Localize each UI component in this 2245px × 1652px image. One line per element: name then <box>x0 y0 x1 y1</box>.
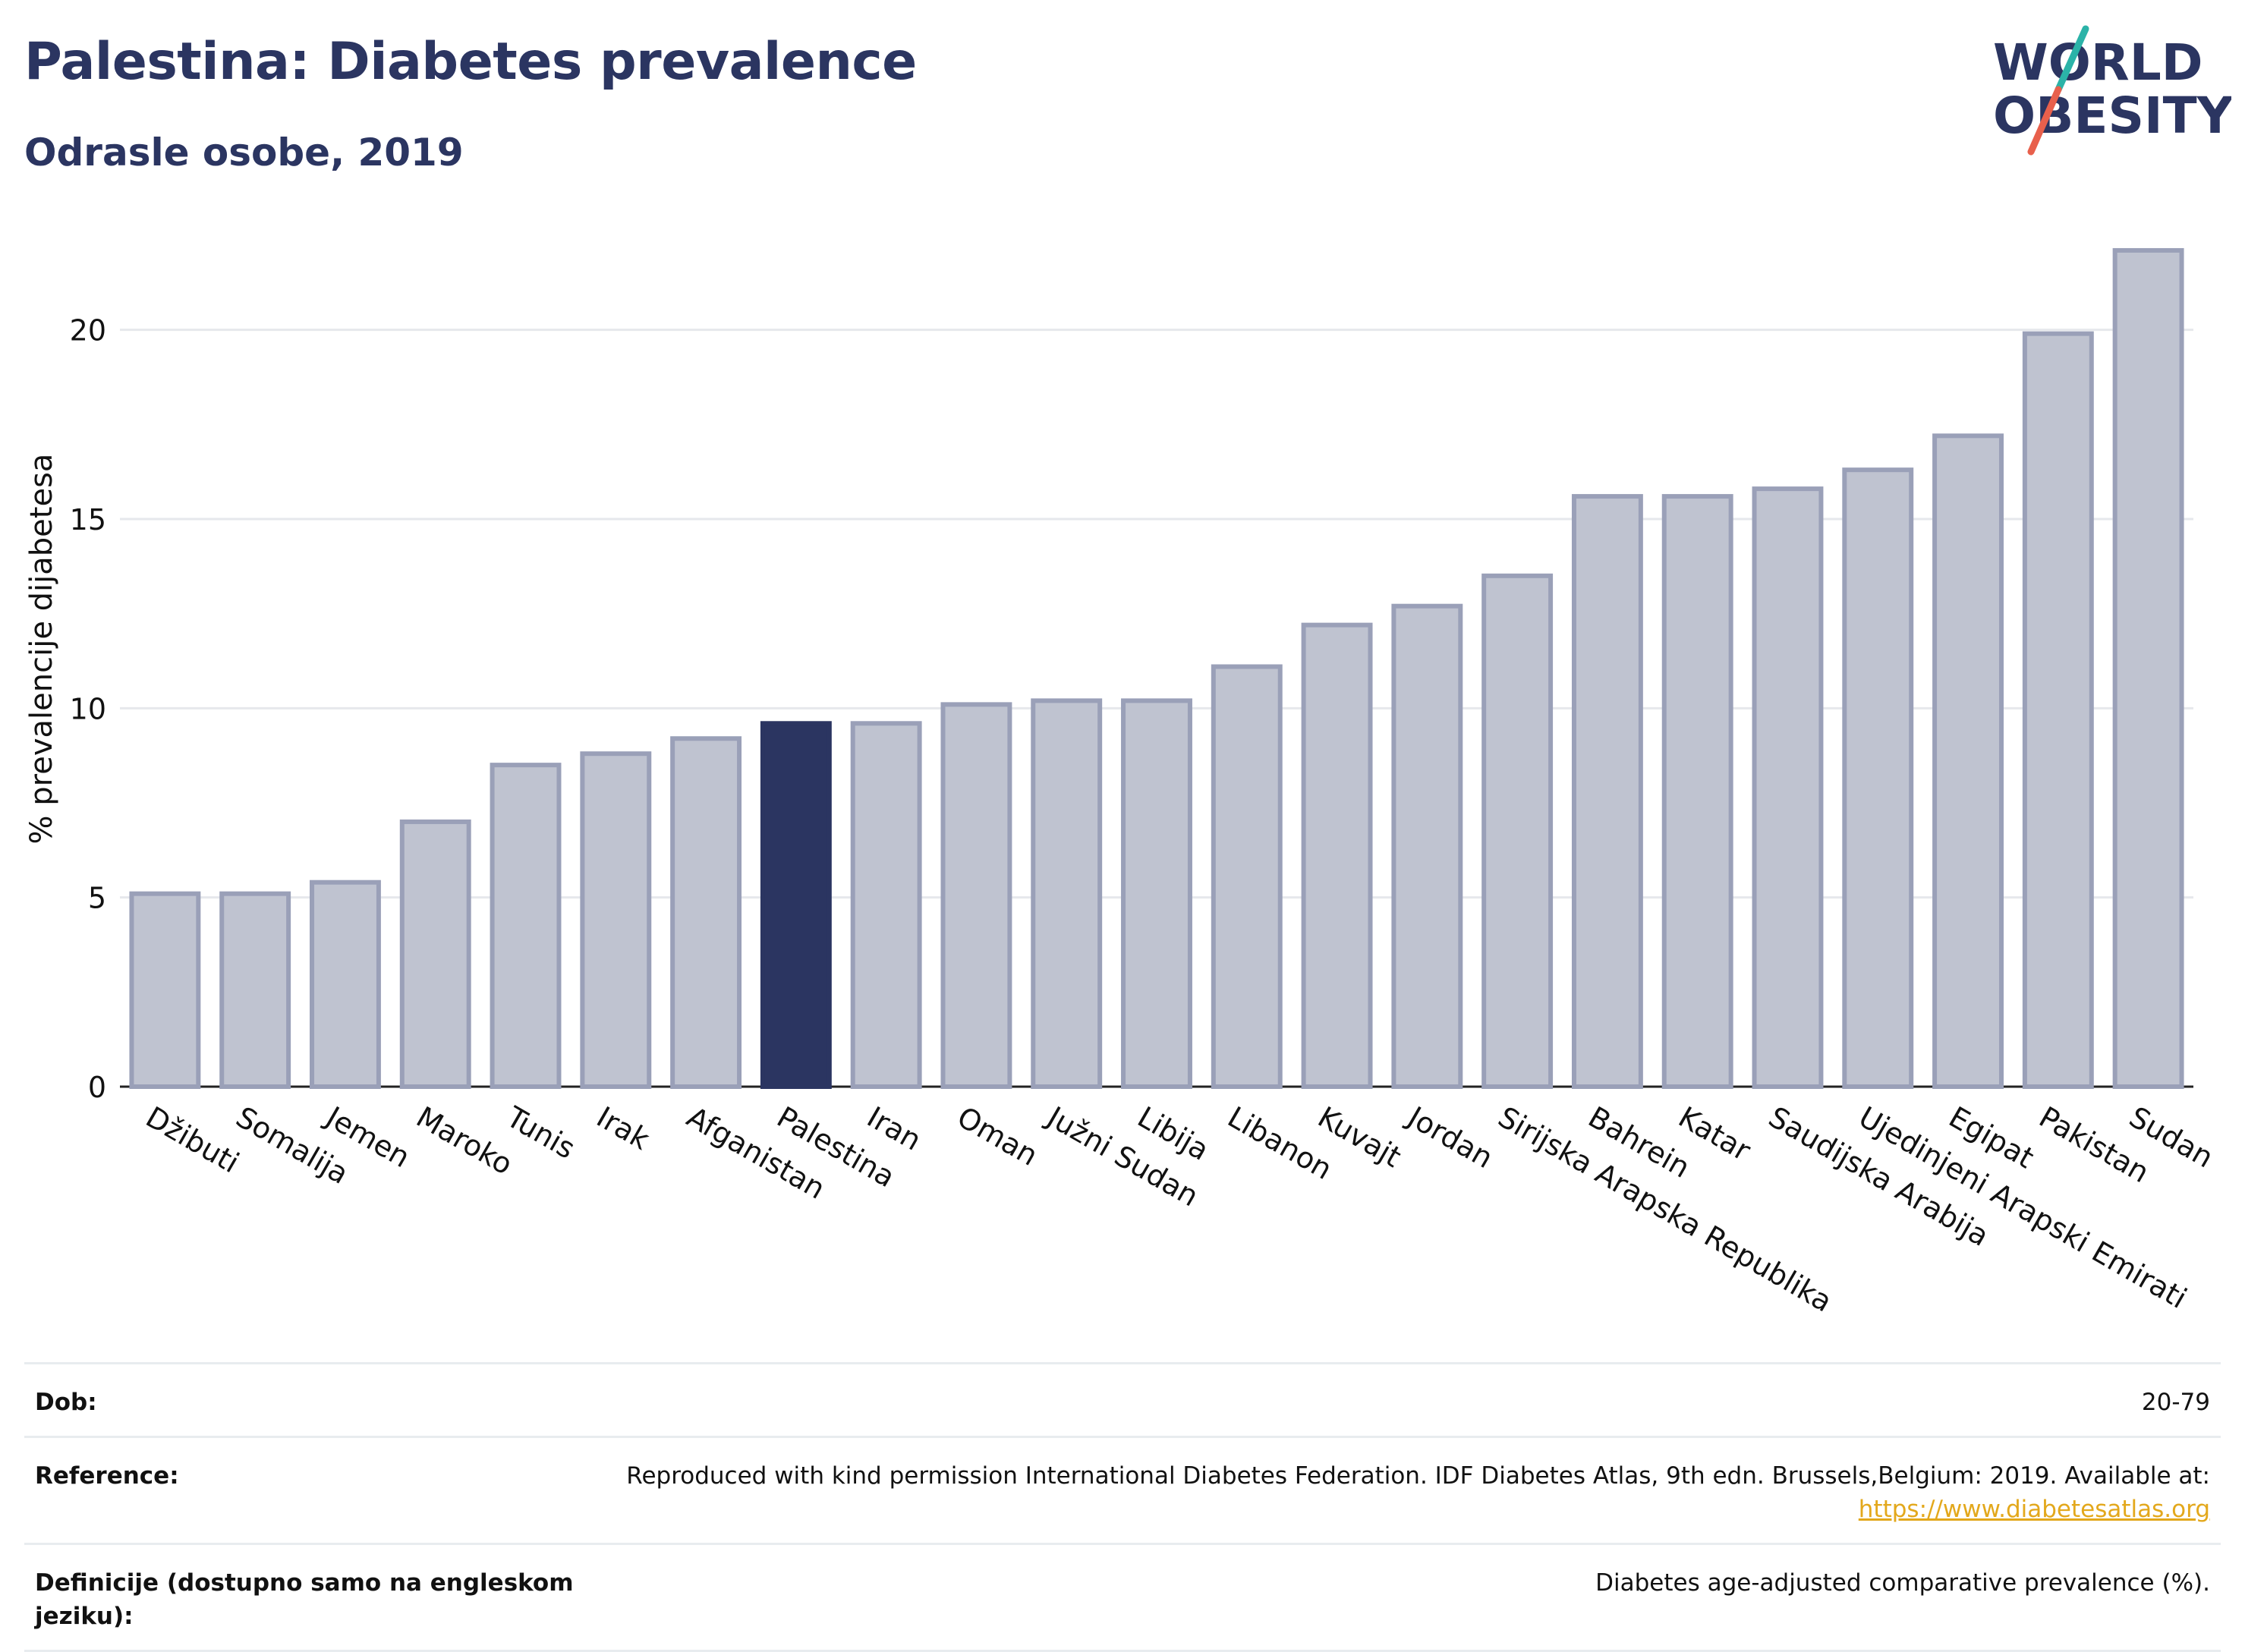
bar-bahrein <box>1571 494 1643 1089</box>
x-tick-label: Libanon <box>1222 1100 1337 1186</box>
definition-label: Definicije (dostupno samo na engleskom j… <box>35 1569 574 1630</box>
bar-ujedinjeni-arapski-emirati <box>1842 467 1914 1089</box>
bar-pakistan <box>2022 331 2094 1089</box>
bar-džibuti <box>129 891 201 1090</box>
bar-afganistan <box>670 736 742 1090</box>
reference-text: Reproduced with kind permission Internat… <box>626 1462 2210 1490</box>
age-label: Dob: <box>35 1389 97 1416</box>
definition-value: Diabetes age-adjusted comparative preval… <box>1595 1569 2210 1597</box>
x-tick-label: Maroko <box>411 1100 518 1182</box>
logo-text-world: WORLD <box>1993 33 2203 92</box>
bar-južni-sudan <box>1031 698 1103 1089</box>
bar-jordan <box>1391 603 1463 1089</box>
x-tick-label: Džibuti <box>140 1100 245 1180</box>
bar-saudijska-arabija <box>1752 486 1824 1089</box>
meta-row-definition: Definicije (dostupno samo na engleskom j… <box>24 1543 2221 1652</box>
bar-tunis <box>490 763 562 1090</box>
bar-somalija <box>219 891 291 1090</box>
page-title: Palestina: Diabetes prevalence <box>24 32 917 92</box>
bars <box>129 247 2184 1090</box>
reference-value: Reproduced with kind permission Internat… <box>626 1459 2210 1526</box>
page-subtitle: Odrasle osobe, 2019 <box>24 131 464 175</box>
meta-row-age: Dob: 20-79 <box>24 1362 2221 1436</box>
reference-label: Reference: <box>35 1462 179 1490</box>
y-axis-label: % prevalencije dijabetesa <box>24 454 59 845</box>
y-tick-label: 20 <box>70 314 106 348</box>
logo-slash-teal <box>2055 25 2089 93</box>
bar-sirijska-arapska-republika <box>1481 573 1554 1089</box>
metadata-table: Dob: 20-79 Reference: Reproduced with ki… <box>24 1362 2221 1652</box>
bar-libanon <box>1211 664 1283 1089</box>
logo-text-obesity: OBESITY <box>1993 87 2231 145</box>
x-tick-label: Irak <box>591 1100 655 1156</box>
y-tick-label: 5 <box>88 882 106 915</box>
bar-egipat <box>1932 433 2004 1089</box>
reference-link[interactable]: https://www.diabetesatlas.org <box>1858 1496 2210 1523</box>
bar-irak <box>580 751 652 1089</box>
bar-chart: 0 5 10 15 20 DžibutiSomalijaJemenMarokoTunis… <box>24 247 2219 1319</box>
bar-libija <box>1121 698 1192 1089</box>
y-tick-labels: 0 5 10 15 20 <box>70 314 106 1104</box>
x-tick-label: Oman <box>952 1100 1044 1172</box>
world-obesity-logo: WORLD OBESITY <box>1993 25 2231 156</box>
bar-sudan <box>2112 247 2184 1089</box>
bar-iran <box>850 721 922 1090</box>
logo-slash-red <box>2027 86 2062 156</box>
bar-kuvajt <box>1301 622 1373 1089</box>
x-tick-label: Jordan <box>1401 1100 1498 1175</box>
bar-oman <box>940 702 1012 1089</box>
bar-maroko <box>399 819 471 1090</box>
meta-row-reference: Reference: Reproduced with kind permissi… <box>24 1436 2221 1543</box>
bar-katar <box>1661 494 1733 1089</box>
bar-jemen <box>310 879 381 1089</box>
y-tick-label: 10 <box>70 692 106 725</box>
age-value: 20-79 <box>2141 1389 2210 1416</box>
y-tick-label: 0 <box>88 1071 106 1104</box>
y-tick-label: 15 <box>70 503 106 537</box>
bar-palestina <box>760 721 832 1090</box>
